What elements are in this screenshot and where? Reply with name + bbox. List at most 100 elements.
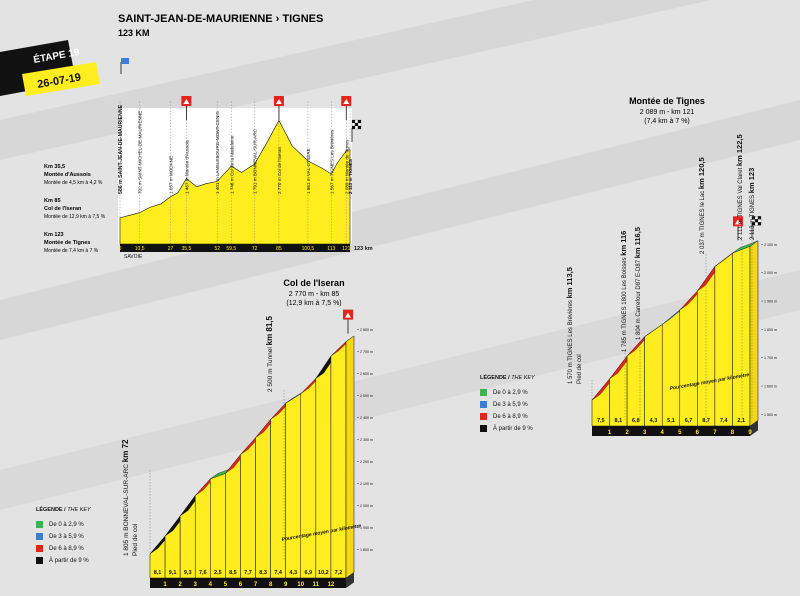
climb-km-bar — [150, 578, 346, 588]
climb-gradient-label: 6,7 — [685, 418, 693, 424]
distance-tick-label: 35,5 — [182, 246, 192, 252]
overview-profile-area — [119, 119, 351, 245]
place-label: 1 401 m LANSLEBOURG-MONT-CENIS — [215, 111, 220, 194]
climb-segment-face — [270, 402, 286, 579]
legend-item-blue: De 3 à 5,9 % — [36, 531, 91, 543]
annotation-place: 1 805 m BONNEVAL-SUR-ARC — [123, 462, 130, 556]
climb-gradient-label: 7,5 — [597, 418, 605, 424]
finish-flag-cell — [351, 119, 356, 124]
tignes-title: Montée de Tignes — [629, 96, 705, 106]
finish-flag-cell — [351, 125, 356, 130]
climb-km-label: 3 — [194, 582, 198, 588]
summary-km-3: Km 123 — [44, 232, 64, 238]
distance-tick-label: 121 — [342, 246, 351, 252]
finish-flag-cell — [357, 122, 362, 127]
finish-flag-cell — [757, 219, 762, 223]
iseran-subtitle-2: (12,9 km à 7,5 %) — [286, 300, 341, 307]
summary-km-1: Km 35,5 — [44, 164, 65, 170]
summary-name-1: Montée d'Aussois — [44, 172, 91, 178]
climb-gradient-label: 8,5 — [229, 570, 237, 576]
summit-flag-mountain — [345, 312, 351, 318]
legend-left: LÉGENDE / THE KEY De 0 à 2,9 % De 3 à 5,… — [36, 507, 91, 567]
climb-km-bar — [592, 426, 750, 436]
climb-km-label: 1 — [608, 430, 612, 436]
climb-km-label: 5 — [224, 582, 228, 588]
climb-summary: Km 35,5 Montée d'Aussois Montée de 4,5 k… — [44, 164, 106, 254]
place-label: 1 567 m TIGNES Les Brévières — [329, 129, 334, 194]
iseran-climb-chart: 8,1 9,1 9,3 7,6 2,5 8,5 7,7 8,3 7,4 4,3 6,9 10,2 7,2… — [121, 309, 373, 588]
climb-annotation: 2 037 m TIGNES le Lac km 120,5 — [697, 157, 706, 254]
annotation-km: km 113,5 — [565, 267, 574, 298]
place-label: 2 770 m Col de l'Iseran — [277, 146, 282, 194]
climb-flag-mountain — [183, 99, 190, 104]
climb-y-tick: 2 300 m — [360, 438, 373, 442]
summary-name-2: Col de l'Iseran — [44, 206, 82, 212]
climb-gradient-label: 2,5 — [214, 570, 222, 576]
finish-flag-cell — [357, 125, 362, 130]
iseran-title: Col de l'Iseran — [283, 278, 344, 288]
climb-side-face — [749, 240, 759, 427]
annotation-place: 1 804 m Carrefour D87 E-D87 — [636, 258, 642, 340]
climb-km-label: 6 — [239, 582, 243, 588]
tignes-climb-chart: 7,5 8,1 6,8 4,3 5,1 6,7 8,7 7,4 2,1 1 2 3 4 5 6 7 8 9 1 50… — [565, 134, 777, 436]
legend-title-en: THE KEY — [67, 507, 91, 513]
stage-route-title: SAINT-JEAN-DE-MAURIENNE › TIGNES — [118, 13, 323, 25]
overview-axis-bar — [120, 244, 350, 252]
climb-y-tick: 1 600 m — [764, 385, 777, 389]
climb-annotation: 1 570 m TIGNES Les Brévières km 113,5 — [565, 267, 574, 384]
climb-gradient-label: 7,4 — [720, 418, 729, 424]
climb-y-tick: 2 000 m — [764, 271, 777, 275]
finish-flag-cell — [354, 125, 359, 130]
place-label: 1 467 m Montée d'Aussois — [184, 139, 189, 194]
climb-km-label: 8 — [269, 582, 273, 588]
climb-y-tick: 1 700 m — [764, 356, 777, 360]
finish-flag-cell — [757, 222, 762, 226]
climb-segment-face — [285, 393, 302, 579]
place-label: 1 861 m VAL-D'ISÈRE — [305, 148, 311, 194]
climb-km-label: 4 — [661, 430, 665, 436]
summary-detail-2: Montée de 12,9 km à 7,5 % — [44, 214, 106, 220]
climb-gradient-label: 7,2 — [335, 570, 343, 576]
climb-segment-face — [732, 245, 751, 427]
place-label: 2 089 m Montée de Tignes — [344, 139, 349, 194]
climb-segment-face — [225, 453, 241, 579]
legend-right: LÉGENDE / THE KEY De 0 à 2,9 % De 3 à 5,… — [480, 375, 535, 435]
climb-km-bar-side — [346, 572, 354, 588]
summary-name-3: Montée de Tignes — [44, 240, 90, 246]
climb-segment-face — [609, 355, 628, 427]
annotation-place: 2 500 m Tunnel — [267, 345, 274, 392]
annotation-place: 2 111 m TIGNES Val Claret — [738, 166, 744, 240]
climb-annotation: 2 500 m Tunnel km 81,5 — [265, 315, 274, 392]
overview-profile-chart: 586 m SAINT-JEAN-DE-MAURIENNE 702 m SAINT… — [118, 58, 373, 260]
climb-segment-face — [714, 252, 733, 427]
place-label: 1 791 m BONNEVAL-SUR-ARC — [253, 128, 258, 194]
climb-gradient-label: 4,3 — [650, 418, 658, 424]
climb-km-label: 4 — [209, 582, 213, 588]
tignes-subtitle-2: (7,4 km à 7 %) — [644, 118, 690, 125]
annotation-km: km 116,5 — [633, 227, 642, 258]
climb-segment-face — [300, 377, 317, 579]
climb-segment-face — [644, 324, 663, 427]
climb-annotation-sub: Pied de col — [132, 523, 139, 556]
climb-annotation: 1 805 m BONNEVAL-SUR-ARC km 72 — [121, 439, 130, 556]
climb-gradient-label: 7,7 — [244, 570, 252, 576]
climb-y-tick: 2 100 m — [764, 243, 777, 247]
finish-flag-cell — [351, 122, 356, 127]
annotation-km: km 123 — [747, 168, 756, 193]
annotation-place: 2 113 m TIGNES — [750, 193, 756, 240]
climb-km-label: 12 — [328, 582, 335, 588]
climb-gradient-label: 4,3 — [289, 570, 297, 576]
stage-distance: 123 KM — [118, 28, 150, 38]
annotation-place: 2 037 m TIGNES le Lac — [700, 189, 706, 254]
climb-gradient-label: 9,3 — [184, 570, 192, 576]
summary-detail-1: Montée de 4,5 km à 4,2 % — [44, 180, 103, 186]
climb-flag-mountain — [275, 99, 282, 104]
climb-km-label: 8 — [731, 430, 735, 436]
climb-annotation-sub: Pied de col — [577, 354, 583, 384]
climb-gradient-label: 8,1 — [615, 418, 623, 424]
climb-y-tick: 2 500 m — [360, 394, 373, 398]
climb-gradient-label: 10,2 — [318, 570, 329, 576]
annotation-km: km 116 — [619, 231, 628, 256]
climb-y-tick: 1 800 m — [360, 548, 373, 552]
